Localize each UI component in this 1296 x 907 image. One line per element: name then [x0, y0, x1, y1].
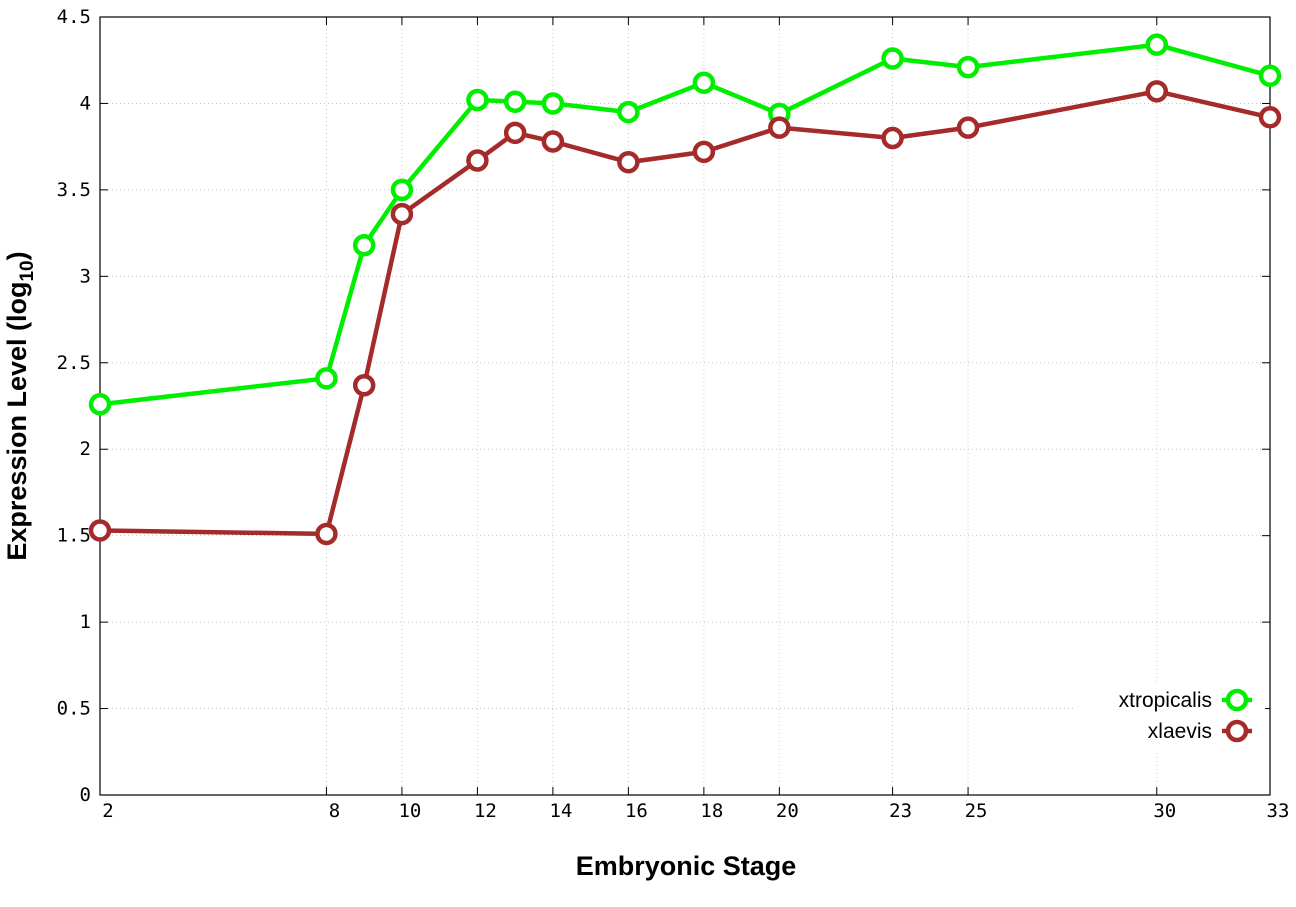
x-tick-label: 30: [1153, 800, 1176, 822]
data-point-xtropicalis: [956, 55, 980, 79]
data-point-xtropicalis: [315, 367, 338, 390]
data-point-xlaevis: [315, 522, 338, 546]
legend-marker-xlaevis: [1225, 719, 1249, 743]
data-point-xlaevis: [617, 150, 640, 174]
data-point-xtropicalis: [1258, 64, 1282, 88]
axis-ticks: [99, 16, 1271, 796]
y-tick-label: 4: [80, 92, 91, 114]
y-tick-label: 1: [80, 611, 91, 633]
data-point-xtropicalis: [503, 90, 527, 113]
data-point-xlaevis: [541, 130, 565, 153]
y-tick-label: 4.5: [57, 6, 91, 28]
y-axis-title-subscript: 10: [17, 260, 38, 281]
plot-frame: [99, 16, 1271, 796]
y-tick-label: 3: [80, 265, 91, 287]
x-tick-label: 25: [965, 800, 988, 822]
data-point-xtropicalis: [352, 233, 376, 257]
data-point-xtropicalis: [881, 47, 904, 70]
data-point-xlaevis: [881, 126, 904, 150]
x-tick-label: 20: [776, 800, 799, 822]
data-point-xlaevis: [503, 121, 527, 145]
y-tick-labels: 0 0.5 1 1.5 2 2.5 3 3.5 4 4.5: [57, 6, 91, 806]
y-tick-label: 2.5: [57, 352, 91, 374]
x-tick-label: 2: [102, 800, 113, 822]
y-tick-label: 2: [80, 438, 91, 460]
data-point-xlaevis: [692, 140, 716, 164]
series-lines: [88, 33, 1282, 546]
x-tick-label: 23: [889, 800, 912, 822]
y-axis-title-close: ): [2, 251, 32, 260]
grid-lines: [100, 17, 1270, 795]
y-tick-label: 0.5: [57, 698, 91, 720]
y-axis-title: Expression Level (log10): [2, 251, 38, 560]
data-point-xtropicalis: [466, 88, 489, 112]
data-point-xlaevis: [1145, 80, 1169, 103]
series-line-xtropicalis: [97, 42, 1273, 407]
legend-label-xlaevis: xlaevis: [1148, 720, 1212, 743]
legend-label-xtropicalis: xtropicalis: [1119, 689, 1212, 712]
x-tick-label: 10: [398, 800, 421, 822]
y-tick-label: 3.5: [57, 179, 91, 201]
y-axis-title-main: Expression Level (log: [2, 282, 32, 561]
series-line-xlaevis: [97, 89, 1273, 537]
data-point-xtropicalis: [617, 100, 640, 124]
data-point-xlaevis: [390, 202, 414, 226]
y-tick-label: 1.5: [57, 525, 91, 547]
data-point-xlaevis: [1258, 106, 1282, 129]
x-tick-label: 12: [474, 800, 497, 822]
data-point-xtropicalis: [1145, 33, 1169, 56]
data-point-xlaevis: [956, 116, 980, 139]
data-point-xtropicalis: [88, 393, 112, 416]
data-point-xtropicalis: [541, 92, 565, 115]
y-tick-label: 0: [80, 784, 91, 806]
x-tick-label: 16: [625, 800, 648, 822]
x-tick-label: 33: [1267, 800, 1290, 822]
x-tick-label: 8: [329, 800, 340, 822]
x-tick-labels: 2 8 10 12 14 16 18 20 23 25 30 33: [102, 800, 1289, 822]
legend: xtropicalis xlaevis: [1075, 682, 1265, 750]
x-tick-label: 18: [700, 800, 723, 822]
data-point-xlaevis: [466, 149, 489, 172]
data-point-xtropicalis: [692, 71, 716, 94]
legend-marker-xtropicalis: [1225, 688, 1249, 712]
data-point-xlaevis: [352, 374, 376, 397]
data-point-xlaevis: [88, 519, 112, 542]
x-axis-title: Embryonic Stage: [576, 851, 797, 881]
x-tick-label: 14: [549, 800, 572, 822]
data-point-xtropicalis: [390, 178, 414, 202]
data-point-xlaevis: [768, 116, 791, 139]
